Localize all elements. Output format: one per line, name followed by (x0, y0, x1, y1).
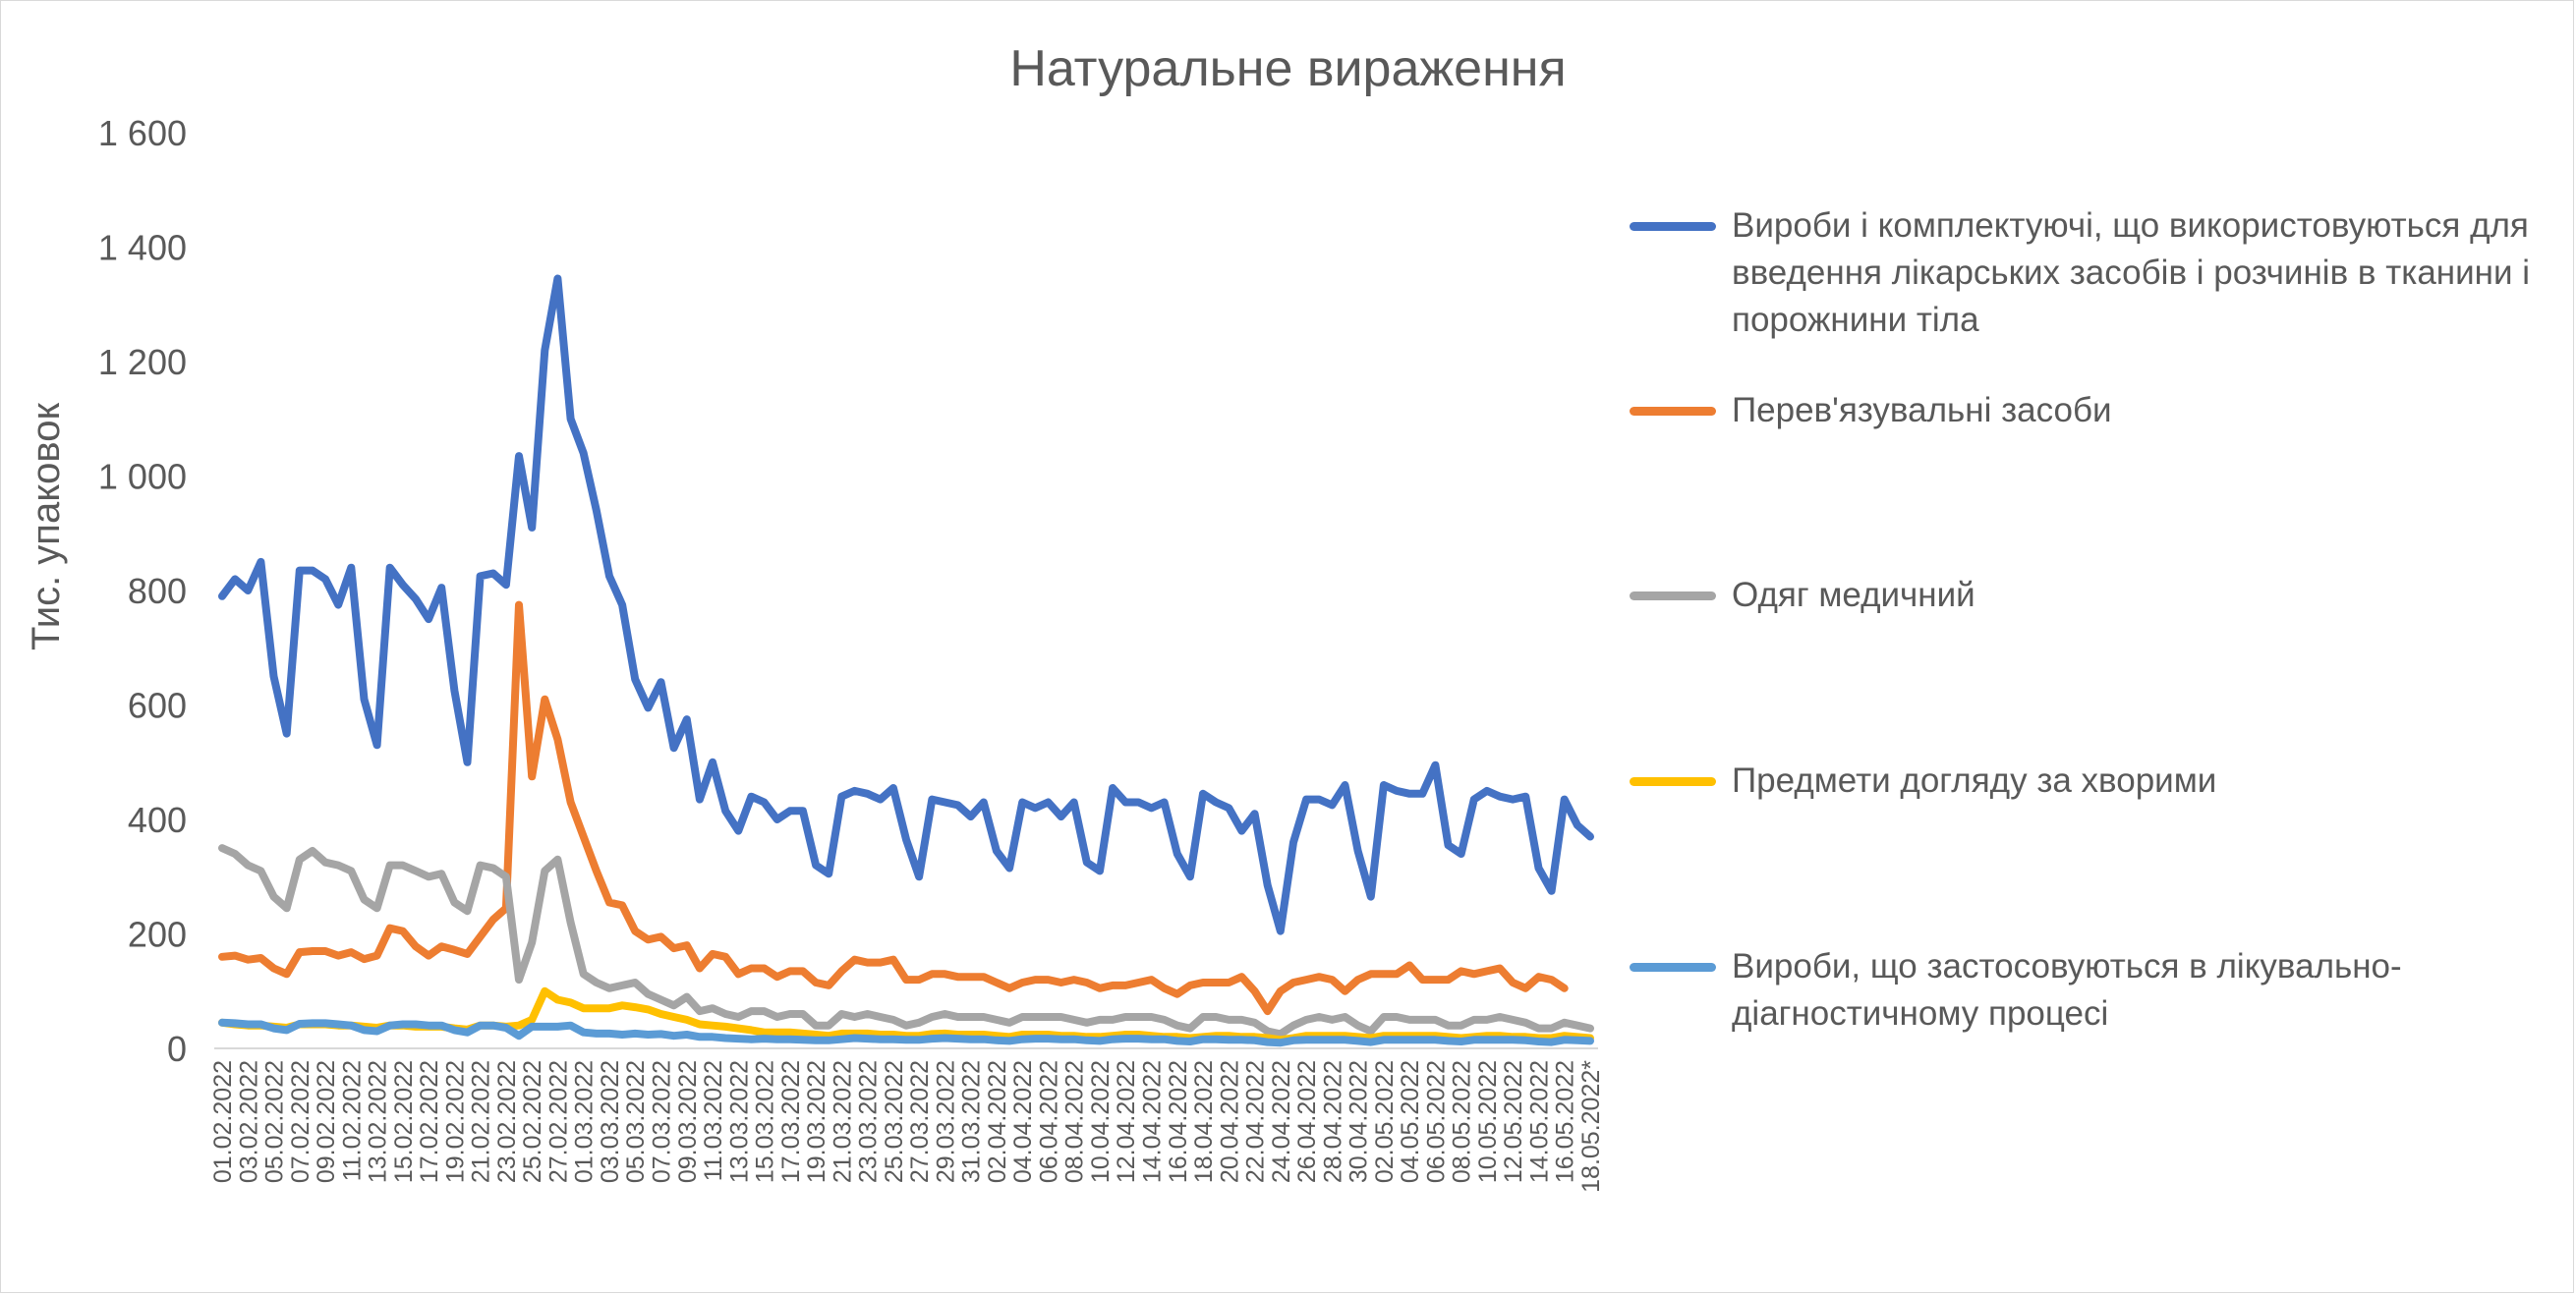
x-tick-label: 16.04.2022 (1165, 1060, 1192, 1183)
x-tick-label: 12.04.2022 (1113, 1060, 1140, 1183)
x-tick-label: 23.02.2022 (493, 1060, 521, 1183)
x-tick-label: 20.04.2022 (1216, 1060, 1243, 1183)
y-tick-label: 1 600 (98, 113, 187, 153)
x-tick-label: 01.03.2022 (571, 1060, 599, 1183)
y-tick-label: 1 200 (98, 342, 187, 382)
y-tick-label: 800 (128, 571, 187, 611)
x-tick-label: 11.02.2022 (338, 1060, 366, 1181)
x-tick-label: 10.04.2022 (1087, 1060, 1115, 1183)
legend-label: Одяг медичний (1732, 576, 1975, 614)
x-tick-label: 13.02.2022 (365, 1060, 392, 1183)
x-tick-label: 09.02.2022 (313, 1060, 340, 1183)
x-tick-label: 24.04.2022 (1268, 1060, 1295, 1183)
x-tick-label: 17.02.2022 (416, 1060, 443, 1183)
x-tick-label: 06.05.2022 (1422, 1060, 1450, 1183)
legend-label: Перев'язувальні засоби (1732, 391, 2112, 429)
x-tick-label: 07.03.2022 (648, 1060, 675, 1183)
x-tick-label: 08.05.2022 (1449, 1060, 1476, 1183)
x-tick-label: 15.03.2022 (752, 1060, 779, 1183)
x-tick-label: 22.04.2022 (1242, 1060, 1270, 1183)
x-tick-label: 13.03.2022 (725, 1060, 753, 1183)
x-tick-label: 17.03.2022 (777, 1060, 805, 1183)
y-tick-label: 600 (128, 686, 187, 726)
x-tick-label: 14.04.2022 (1139, 1060, 1167, 1183)
x-tick-label: 18.05.2022* (1577, 1060, 1605, 1193)
x-tick-label: 03.03.2022 (597, 1060, 624, 1183)
legend-label: Вироби, що застосовуються в лікувально-д… (1732, 947, 2402, 1033)
x-tick-label: 23.03.2022 (855, 1060, 883, 1183)
x-tick-label: 29.03.2022 (932, 1060, 959, 1183)
x-tick-label: 30.04.2022 (1345, 1060, 1373, 1183)
x-tick-label: 10.05.2022 (1474, 1060, 1502, 1183)
series-line-2 (218, 600, 1569, 1016)
y-tick-label: 1 000 (98, 457, 187, 497)
legend-swatch (1630, 591, 1716, 600)
series-line-3 (218, 844, 1594, 1039)
x-tick-label: 18.04.2022 (1190, 1060, 1218, 1183)
series-line-5 (218, 1018, 1594, 1047)
x-tick-label: 19.02.2022 (441, 1060, 469, 1183)
legend-label: Предмети догляду за хворими (1732, 761, 2217, 800)
legend-swatch (1630, 963, 1716, 972)
x-tick-label: 19.03.2022 (803, 1060, 830, 1183)
x-tick-label: 04.05.2022 (1397, 1060, 1424, 1183)
y-tick-label: 1 400 (98, 228, 187, 268)
x-tick-label: 04.04.2022 (1009, 1060, 1037, 1183)
x-axis-ticks: 01.02.202203.02.202205.02.202207.02.2022… (209, 1060, 1605, 1193)
y-tick-label: 200 (128, 915, 187, 955)
x-tick-label: 27.03.2022 (906, 1060, 934, 1183)
x-tick-label: 08.04.2022 (1061, 1060, 1089, 1183)
x-tick-label: 28.04.2022 (1319, 1060, 1346, 1183)
chart-title: Натуральне вираження (1009, 40, 1567, 97)
x-tick-label: 31.03.2022 (958, 1060, 986, 1183)
x-tick-label: 02.04.2022 (984, 1060, 1011, 1183)
x-tick-label: 05.03.2022 (622, 1060, 650, 1183)
x-tick-label: 01.02.2022 (209, 1060, 237, 1183)
x-tick-label: 26.04.2022 (1293, 1060, 1321, 1183)
x-tick-label: 09.03.2022 (674, 1060, 702, 1183)
legend-swatch (1630, 407, 1716, 416)
series-line-1 (218, 274, 1594, 935)
y-tick-label: 400 (128, 800, 187, 840)
x-tick-label: 07.02.2022 (287, 1060, 315, 1183)
series-lines (218, 274, 1594, 1047)
x-tick-label: 12.05.2022 (1500, 1060, 1527, 1183)
x-tick-label: 06.04.2022 (1035, 1060, 1062, 1183)
x-tick-label: 02.05.2022 (1371, 1060, 1399, 1183)
x-tick-label: 27.02.2022 (544, 1060, 572, 1183)
y-axis-title: Тис. упаковок (25, 403, 68, 650)
x-tick-label: 15.02.2022 (390, 1060, 418, 1183)
y-axis-ticks: 0 200 400 600 800 1 000 1 200 1 400 1 600 (98, 113, 187, 1069)
x-tick-label: 03.02.2022 (235, 1060, 262, 1183)
legend-swatch (1630, 777, 1716, 786)
x-tick-label: 16.05.2022 (1552, 1060, 1579, 1183)
legend-swatch (1630, 222, 1716, 231)
x-tick-label: 21.02.2022 (468, 1060, 495, 1183)
x-tick-label: 25.02.2022 (519, 1060, 546, 1183)
x-tick-label: 25.03.2022 (881, 1060, 908, 1183)
x-tick-label: 05.02.2022 (261, 1060, 289, 1183)
y-tick-label: 0 (167, 1029, 187, 1069)
legend-label: Вироби і комплектуючі, що використовують… (1732, 206, 2531, 339)
x-tick-label: 21.03.2022 (829, 1060, 856, 1183)
x-tick-label: 11.03.2022 (700, 1060, 727, 1181)
x-tick-label: 14.05.2022 (1525, 1060, 1553, 1183)
